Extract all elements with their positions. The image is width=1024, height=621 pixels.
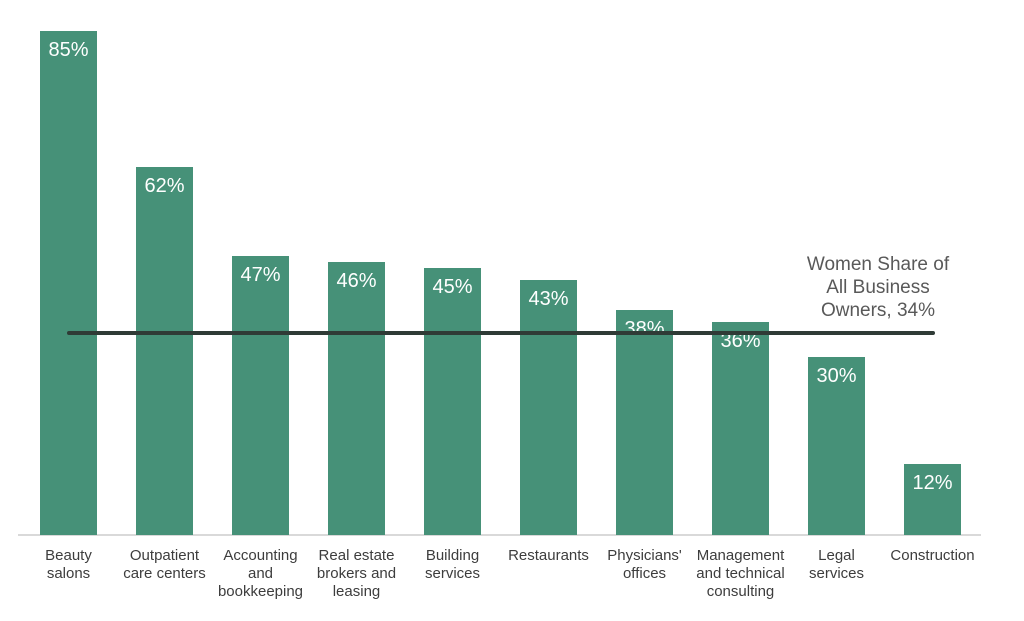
bar: 12% — [904, 464, 961, 535]
reference-line-label: Women Share of All Business Owners, 34% — [768, 253, 988, 322]
bar: 36% — [712, 322, 769, 535]
category-label: Building services — [424, 547, 480, 582]
bar-value-label: 62% — [144, 175, 185, 197]
category-label: Real estate brokers and leasing — [316, 547, 397, 600]
bar-value-label: 46% — [336, 270, 377, 292]
bar: 45% — [424, 268, 481, 535]
bar: 62% — [136, 167, 193, 535]
bar: 47% — [232, 256, 289, 535]
bar: 85% — [40, 31, 97, 535]
reference-line-label-line: All Business — [826, 277, 930, 298]
bar-value-label: 85% — [48, 39, 89, 61]
reference-line-label-line: Women Share of — [806, 254, 950, 275]
category-label: Physicians' offices — [607, 547, 682, 582]
bar-value-label: 36% — [720, 330, 761, 352]
bar-value-label: 12% — [912, 472, 953, 494]
bar-value-label: 45% — [432, 276, 473, 298]
bar: 38% — [616, 310, 673, 535]
bar: 46% — [328, 262, 385, 535]
bar-value-label: 43% — [528, 288, 569, 310]
category-label: Restaurants — [508, 547, 589, 564]
x-axis-line — [18, 534, 981, 536]
category-label: Accounting and bookkeeping — [217, 547, 304, 600]
bar: 30% — [808, 357, 865, 535]
reference-line — [67, 331, 935, 335]
bar-value-label: 47% — [240, 264, 281, 286]
bar-value-label: 30% — [816, 365, 857, 387]
bar: 43% — [520, 280, 577, 535]
category-label: Beauty salons — [45, 547, 92, 582]
category-label: Management and technical consulting — [696, 547, 785, 600]
category-label: Outpatient care centers — [123, 547, 206, 582]
category-label: Legal services — [808, 547, 864, 582]
reference-line-label-line: Owners, 34% — [820, 300, 936, 321]
bar-value-label: 38% — [624, 318, 665, 340]
category-label: Construction — [890, 547, 975, 564]
